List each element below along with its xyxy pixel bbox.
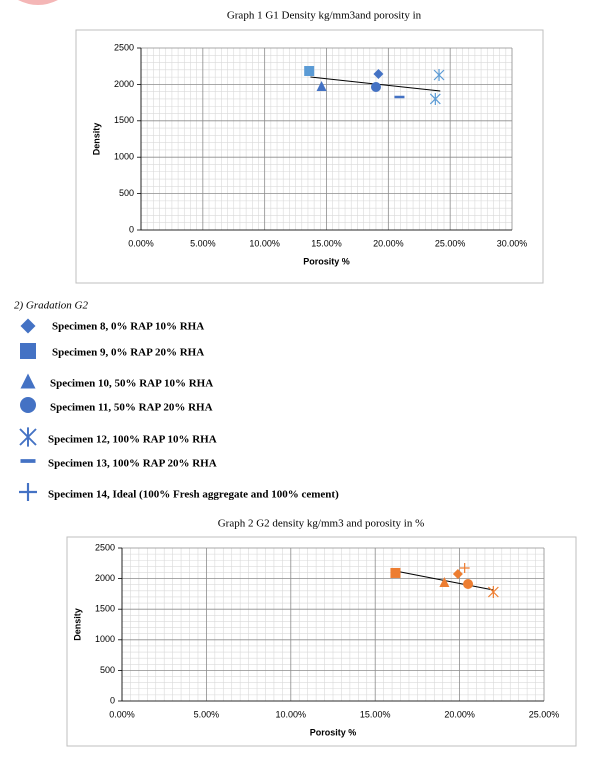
y-tick-label: 1500: [114, 115, 134, 125]
legend-item: Specimen 12, 100% RAP 10% RHA: [48, 434, 217, 446]
legend-item: Specimen 14, Ideal (100% Fresh aggregate…: [48, 489, 339, 501]
y-axis-title: Density: [72, 608, 82, 641]
legend-item: Specimen 11, 50% RAP 20% RHA: [50, 402, 213, 414]
chart-frame: [66, 536, 577, 747]
x-tick-label: 10.00%: [249, 238, 280, 248]
y-tick-label: 500: [100, 665, 115, 675]
y-tick-label: 2500: [114, 42, 134, 52]
marker-asterisk: [487, 586, 499, 599]
legend-item: Specimen 10, 50% RAP 10% RHA: [50, 378, 213, 390]
legend-symbol: [19, 427, 37, 447]
marker-circle: [370, 82, 381, 93]
x-tick-label: 5.00%: [190, 238, 216, 248]
legend-symbol: [20, 373, 36, 389]
marker-triangle: [316, 81, 327, 92]
y-tick-label: 2000: [95, 573, 115, 583]
marker-square: [390, 567, 401, 578]
x-tick-label: 20.00%: [373, 238, 404, 248]
y-tick-label: 1500: [95, 604, 115, 614]
chart-title: Graph 2 G2 density kg/mm3 and porosity i…: [218, 518, 425, 530]
x-tick-label: 15.00%: [311, 238, 342, 248]
legend-item: Specimen 8, 0% RAP 10% RHA: [52, 321, 204, 333]
x-axis-title: Porosity %: [303, 256, 350, 266]
y-tick-label: 0: [129, 224, 134, 234]
legend-symbol: [20, 343, 36, 359]
x-tick-label: 0.00%: [128, 238, 154, 248]
legend-symbol: [20, 318, 36, 334]
marker-square: [304, 66, 315, 77]
y-tick-label: 2500: [95, 542, 115, 552]
y-tick-label: 2000: [114, 79, 134, 89]
y-tick-label: 0: [110, 695, 115, 705]
marker-triangle: [439, 576, 450, 587]
marker-plus: [459, 563, 470, 574]
x-tick-label: 0.00%: [109, 709, 135, 719]
section-heading: 2) Gradation G2: [14, 300, 88, 312]
x-axis-title: Porosity %: [310, 727, 357, 737]
chart-frame: [75, 29, 544, 284]
x-tick-label: 15.00%: [360, 709, 391, 719]
y-tick-label: 500: [119, 188, 134, 198]
legend-symbol: [20, 397, 36, 413]
legend-item: Specimen 9, 0% RAP 20% RHA: [52, 347, 204, 359]
marker-asterisk: [433, 69, 445, 82]
y-tick-label: 1000: [114, 152, 134, 162]
x-tick-label: 30.00%: [497, 238, 528, 248]
x-tick-label: 5.00%: [194, 709, 220, 719]
legend-symbol: [19, 483, 37, 501]
x-tick-label: 25.00%: [435, 238, 466, 248]
x-tick-label: 10.00%: [276, 709, 307, 719]
y-tick-label: 1000: [95, 634, 115, 644]
marker-diamond: [452, 569, 463, 580]
marker-diamond: [373, 68, 384, 79]
marker-asterisk: [429, 92, 441, 105]
y-axis-title: Density: [91, 123, 101, 156]
logo-fragment: [18, 0, 58, 5]
marker-circle: [463, 578, 474, 589]
legend-item: Specimen 13, 100% RAP 20% RHA: [48, 458, 217, 470]
x-tick-label: 20.00%: [444, 709, 475, 719]
chart-title: Graph 1 G1 Density kg/mm3and porosity in: [227, 10, 422, 22]
x-tick-label: 25.00%: [529, 709, 560, 719]
